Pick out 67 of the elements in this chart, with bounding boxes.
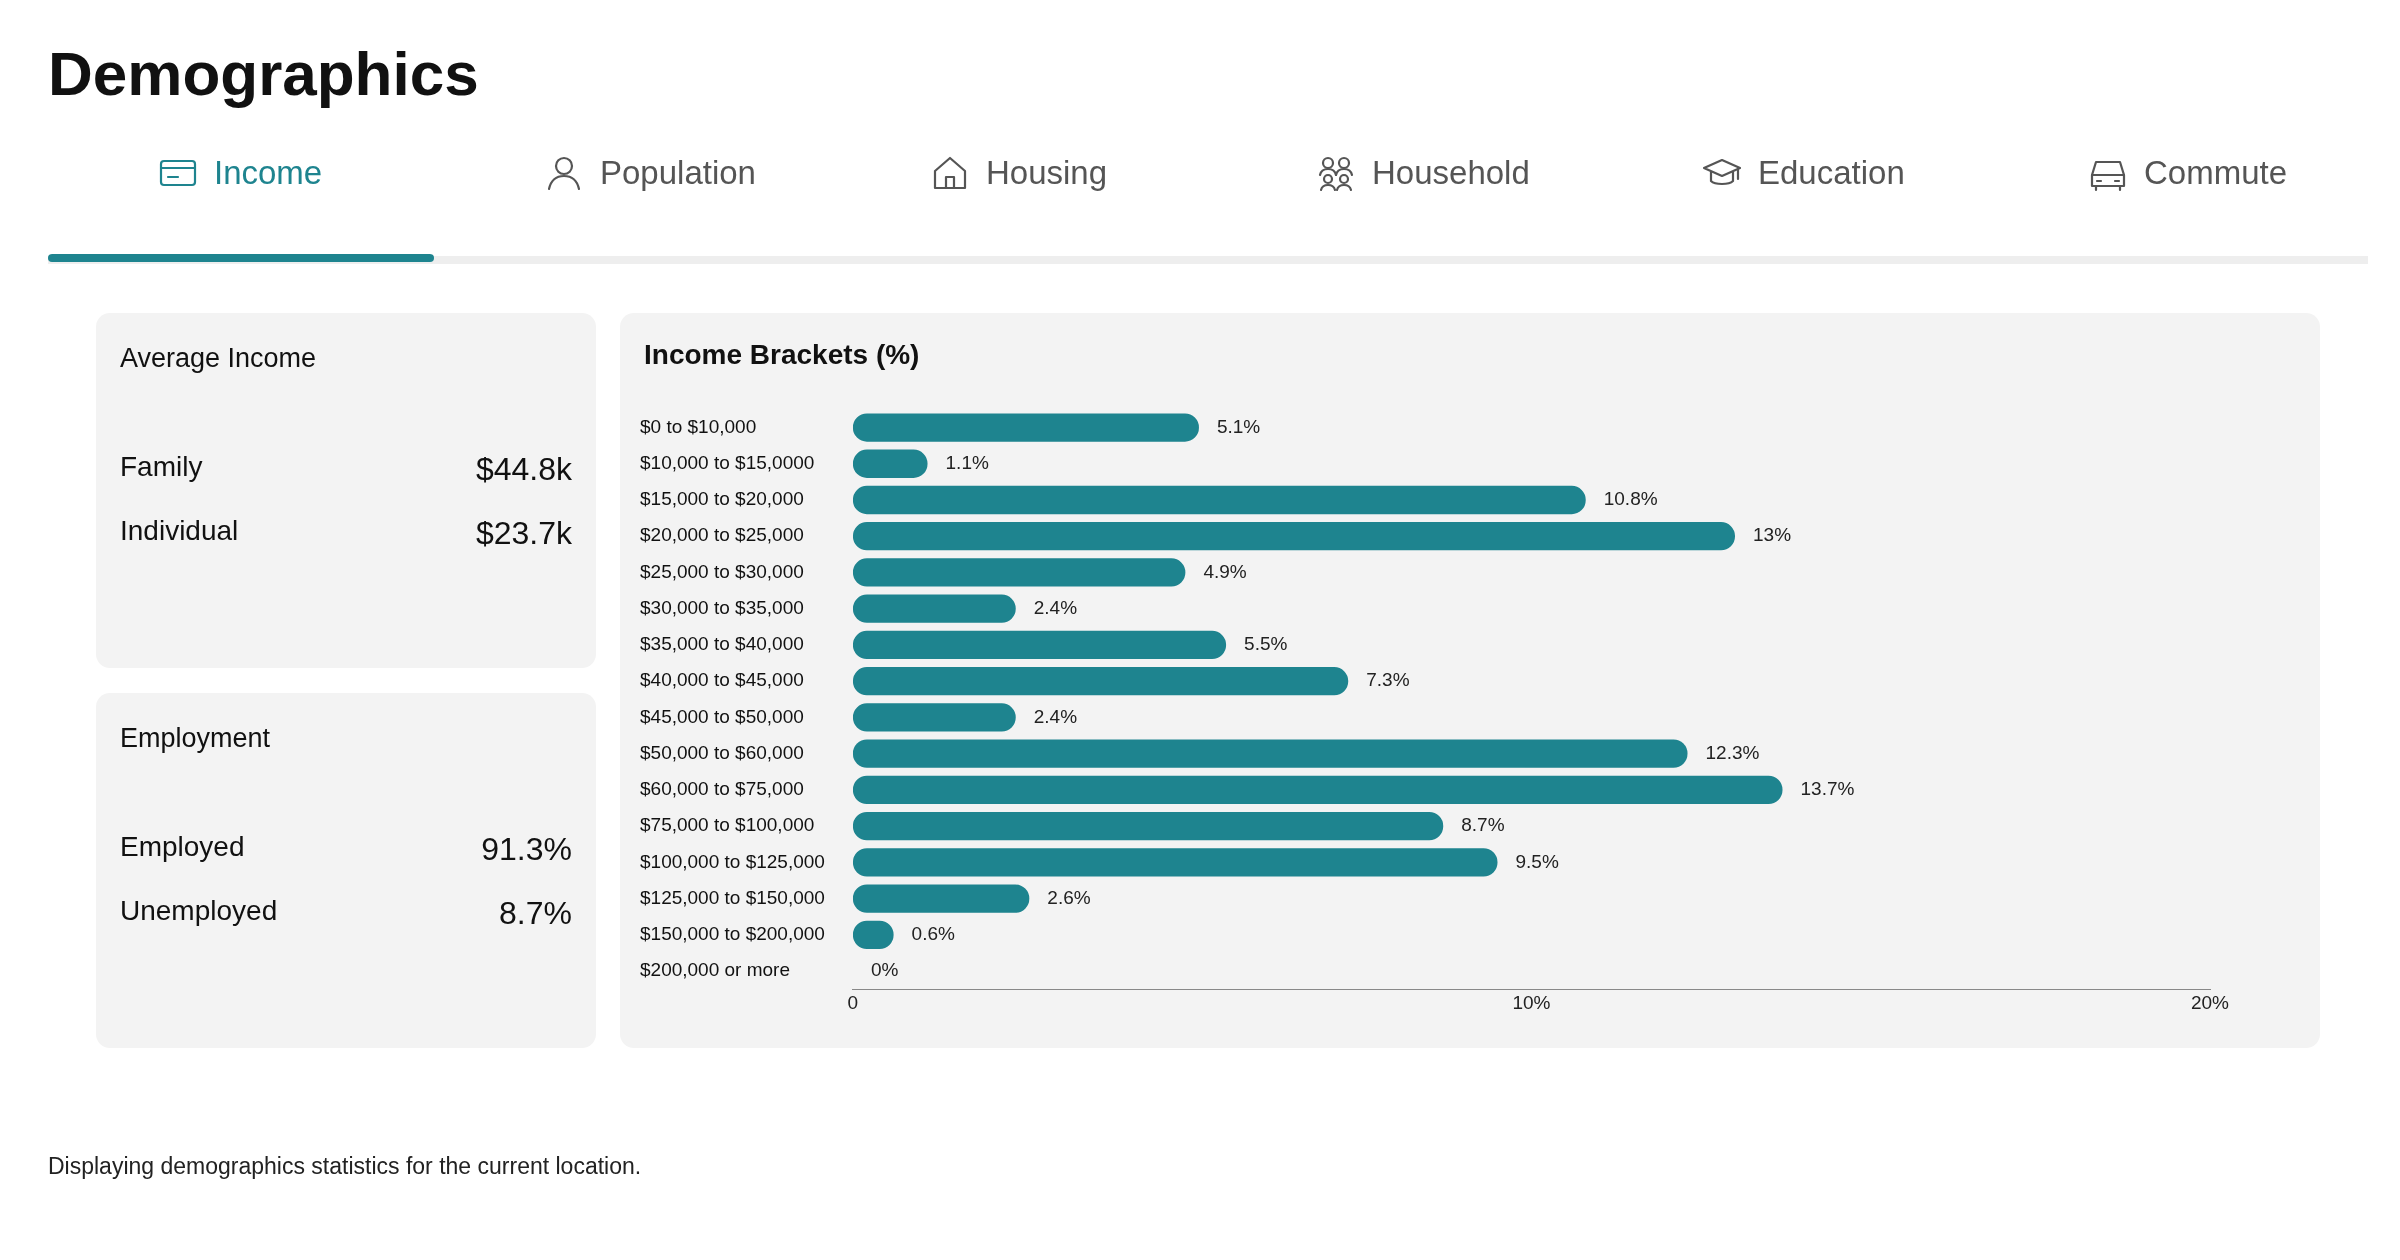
- text: Population: [600, 154, 756, 192]
- bar: [852, 848, 1498, 877]
- text: Housing: [986, 154, 1108, 192]
- bar: [852, 667, 1349, 696]
- bar: [852, 775, 1783, 805]
- x-tick-label: 10%: [1512, 991, 1551, 1013]
- text: Income: [214, 154, 323, 192]
- y-tick-label: $45,000 to $50,000: [640, 705, 804, 727]
- y-tick-label: $200,000 or more: [640, 959, 790, 981]
- y-tick-label: $75,000 to $100,000: [640, 814, 815, 836]
- text: 91.3%: [481, 831, 572, 868]
- text: Education: [1758, 154, 1905, 192]
- text: Employment: [120, 723, 271, 754]
- bar: [852, 485, 1586, 515]
- data-label: 0%: [870, 959, 899, 981]
- text: Employed: [120, 831, 245, 864]
- text: Displaying demographics statistics for the current location.: [48, 1153, 642, 1180]
- data-label: 5.5%: [1244, 633, 1288, 655]
- y-tick-label: $20,000 to $25,000: [640, 524, 804, 546]
- text: Commute: [2144, 154, 2288, 192]
- text: Family: [120, 451, 203, 484]
- bar: [852, 812, 1444, 841]
- y-tick-label: $150,000 to $200,000: [640, 923, 825, 945]
- y-tick-label: $30,000 to $35,000: [640, 596, 804, 618]
- data-label: 13.7%: [1800, 778, 1855, 800]
- y-tick-label: $25,000 to $30,000: [640, 560, 804, 582]
- y-tick-label: $40,000 to $45,000: [640, 669, 804, 691]
- x-tick-label: 0: [847, 991, 859, 1013]
- data-label: 13%: [1753, 524, 1792, 546]
- text: Average Income: [120, 343, 317, 374]
- bar: [852, 630, 1227, 660]
- bar: [852, 594, 1016, 623]
- bar: [852, 413, 1199, 442]
- data-label: 2.4%: [1033, 596, 1078, 618]
- text: Demographics: [48, 38, 480, 109]
- data-label: 10.8%: [1603, 488, 1658, 510]
- bar: [852, 522, 1736, 551]
- y-tick-label: $60,000 to $75,000: [640, 778, 804, 800]
- text: $44.8k: [475, 451, 572, 488]
- chart-title: Income Brackets (%): [644, 339, 920, 371]
- text: Individual: [120, 515, 239, 548]
- bar: [852, 703, 1016, 732]
- data-label: 2.4%: [1033, 705, 1078, 727]
- bar: [852, 739, 1688, 768]
- data-label: 9.5%: [1515, 850, 1559, 872]
- text: Unemployed: [120, 895, 278, 928]
- data-label: 12.3%: [1705, 741, 1760, 763]
- y-tick-label: $125,000 to $150,000: [640, 886, 825, 908]
- data-label: 5.1%: [1216, 415, 1261, 437]
- text: $23.7k: [475, 515, 572, 552]
- y-tick-label: $35,000 to $40,000: [640, 633, 804, 655]
- data-label: 1.1%: [945, 451, 989, 473]
- y-tick-label: $100,000 to $125,000: [640, 850, 825, 872]
- x-tick-label: 20%: [2190, 991, 2230, 1013]
- bar: [852, 884, 1030, 913]
- bar: [852, 558, 1186, 587]
- data-label: 2.6%: [1047, 886, 1091, 908]
- y-tick-label: $50,000 to $60,000: [640, 741, 804, 763]
- text: Household: [1372, 154, 1530, 192]
- y-tick-label: $15,000 to $20,000: [640, 488, 804, 510]
- y-tick-label: $10,000 to $15,0000: [640, 451, 815, 473]
- data-label: 4.9%: [1203, 560, 1247, 582]
- data-label: 8.7%: [1461, 814, 1505, 836]
- text: 8.7%: [499, 895, 572, 932]
- data-label: 0.6%: [911, 923, 956, 945]
- data-label: 7.3%: [1366, 669, 1410, 691]
- y-tick-label: $0 to $10,000: [640, 415, 757, 437]
